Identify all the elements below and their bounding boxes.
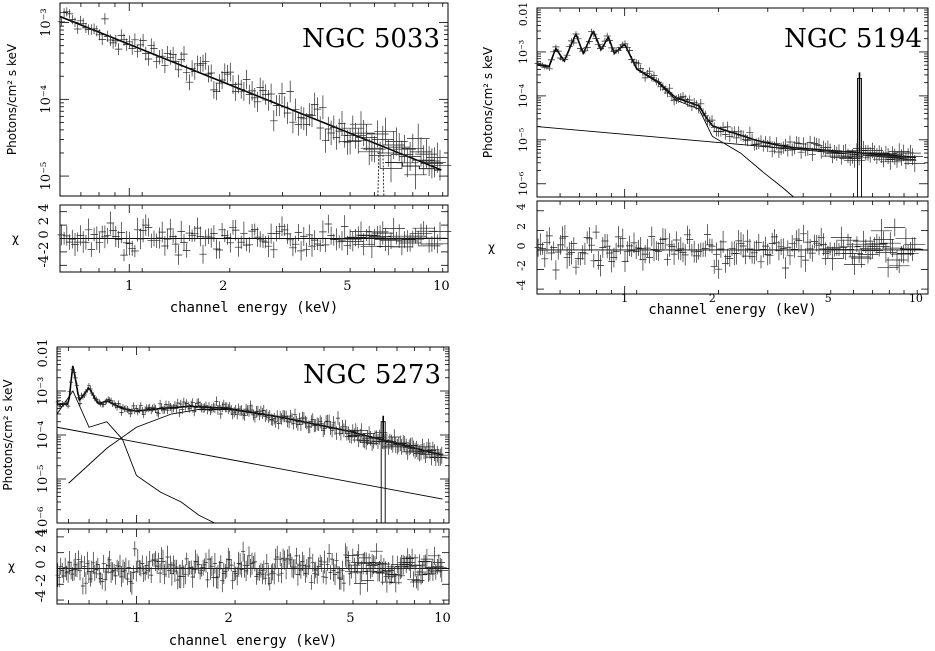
- x-tick-label: 2: [709, 292, 716, 305]
- res-tick-label: 2: [515, 223, 528, 230]
- res-tick-label: 2: [34, 545, 49, 553]
- powerlaw-component: [56, 426, 443, 500]
- res-tick-label: 0: [34, 560, 49, 568]
- panel-0: 1 2 5 10 channel energy (keV) 10⁻⁵ 10⁻⁴ 10⁻³ Pho…: [5, 2, 452, 316]
- x-tick-label: 1: [132, 611, 140, 626]
- y-axis-label: Photons/cm² s keV: [481, 46, 495, 158]
- y-tick-label: 10⁻⁶: [517, 171, 530, 196]
- panel-2: 1 2 5 10 channel energy (keV) 10⁻⁶ 10⁻⁵ 10⁻⁴ 10⁻…: [1, 339, 451, 649]
- chi-label: χ: [12, 232, 19, 246]
- chart-title: NGC 5273: [303, 360, 441, 390]
- res-tick-label: 4: [37, 204, 52, 212]
- x-tick-label: 5: [343, 279, 351, 294]
- x-tick-label: 2: [219, 279, 227, 294]
- residual-points: [534, 218, 926, 280]
- data-points: [55, 367, 449, 466]
- thermal-component: [56, 390, 215, 524]
- res-tick-label: 4: [34, 529, 49, 537]
- y-tick-label: 10⁻⁵: [517, 128, 530, 152]
- res-tick-label: -2: [515, 260, 528, 271]
- panel-1: 1 2 5 10 channel energy (keV) 10⁻⁶ 10⁻⁵ 10⁻⁴ 10⁻…: [481, 2, 929, 318]
- x-tick-label: 10: [433, 279, 450, 294]
- res-tick-label: -4: [515, 280, 528, 291]
- y-tick-label: 0.01: [517, 2, 530, 27]
- y-tick-label: 0.01: [36, 339, 51, 368]
- y-tick-label: 10⁻³: [517, 40, 530, 64]
- x-tick-label: 2: [224, 611, 232, 626]
- y-axis-label: Photons/cm² s keV: [1, 379, 15, 491]
- y-tick-label: 10⁻⁶: [36, 507, 51, 536]
- data-points: [57, 7, 452, 190]
- chart-title: NGC 5194: [784, 24, 922, 54]
- x-axis-label: channel energy (keV): [648, 302, 817, 318]
- y-tick-label: 10⁻⁴: [39, 85, 54, 114]
- y-axis-label: Photons/cm² s keV: [5, 43, 19, 155]
- res-tick-label: 0: [515, 242, 528, 249]
- res-tick-label: -2: [34, 574, 49, 587]
- y-tick-label: 10⁻⁵: [39, 162, 54, 191]
- y-tick-label: 10⁻⁵: [36, 465, 51, 494]
- chi-label: χ: [8, 560, 15, 574]
- y-tick-label: 10⁻⁴: [36, 421, 51, 450]
- res-tick-label: 4: [515, 203, 528, 210]
- x-tick-label: 5: [346, 611, 354, 626]
- absorbed-component: [68, 409, 443, 484]
- x-tick-label: 10: [909, 292, 923, 305]
- x-axis-label: channel energy (keV): [169, 633, 338, 649]
- fe-line-component: [377, 152, 385, 197]
- x-tick-label: 5: [825, 292, 832, 305]
- res-tick-label: -4: [37, 255, 52, 268]
- res-tick-label: 0: [37, 230, 52, 238]
- thermal-component: [536, 29, 794, 198]
- x-tick-label: 1: [621, 292, 628, 305]
- model-line: [59, 15, 442, 171]
- y-tick-label: 10⁻³: [39, 8, 54, 37]
- x-axis-label: channel energy (keV): [170, 300, 339, 316]
- x-tick-label: 10: [434, 611, 451, 626]
- residual-frame: [536, 200, 929, 295]
- x-tick-label: 1: [125, 279, 133, 294]
- res-tick-label: -2: [37, 242, 52, 255]
- residual-points: [57, 211, 452, 265]
- data-points: [534, 28, 926, 172]
- y-tick-label: 10⁻³: [36, 377, 51, 406]
- powerlaw-component: [536, 126, 916, 161]
- residual-frame: [56, 528, 450, 605]
- chart-title: NGC 5033: [302, 24, 440, 54]
- res-tick-label: -4: [34, 590, 49, 603]
- residual-points: [55, 541, 449, 596]
- res-tick-label: 2: [37, 217, 52, 225]
- chi-label: χ: [488, 241, 495, 255]
- y-tick-label: 10⁻⁴: [517, 83, 530, 108]
